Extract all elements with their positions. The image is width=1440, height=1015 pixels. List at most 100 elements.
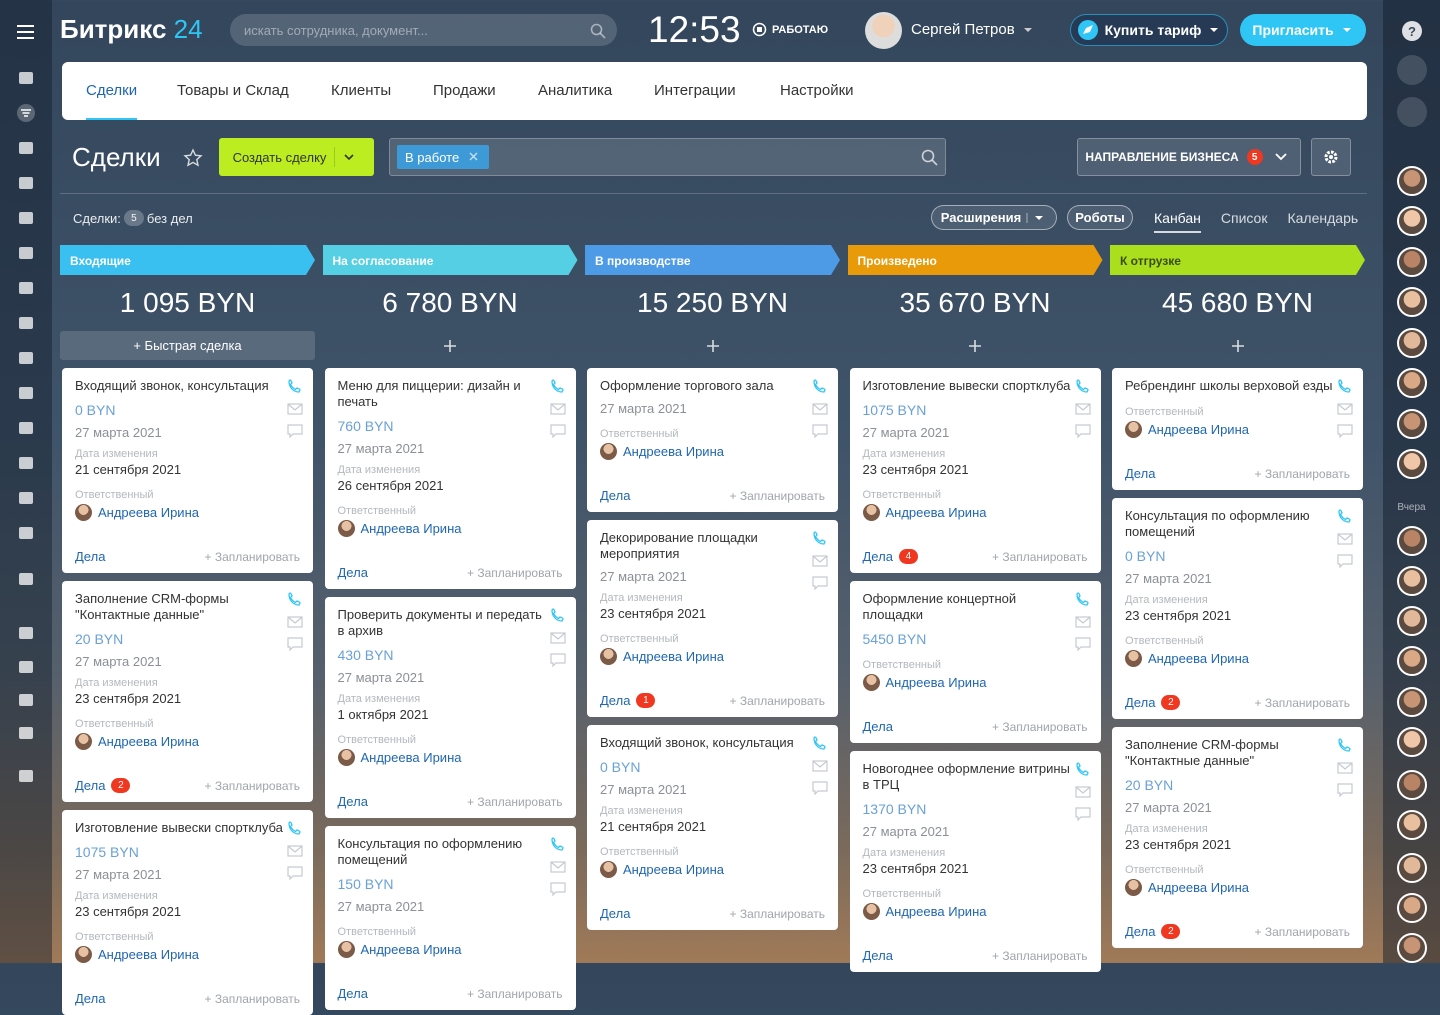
tasks-link[interactable]: Дела: [1125, 466, 1156, 481]
call-icon[interactable]: [1337, 508, 1353, 524]
mail-icon[interactable]: [287, 402, 303, 416]
remove-icon[interactable]: [467, 152, 481, 162]
contact-avatar[interactable]: [1397, 646, 1427, 676]
responsible[interactable]: Андреева Ирина: [75, 504, 300, 521]
sidebar-icon[interactable]: [17, 724, 35, 742]
plan-link[interactable]: + Запланировать: [729, 906, 825, 921]
call-icon[interactable]: [812, 378, 828, 394]
plan-link[interactable]: + Запланировать: [1254, 924, 1350, 939]
nav-item[interactable]: Настройки: [780, 82, 854, 99]
tasks-link[interactable]: Дела: [75, 549, 106, 564]
responsible[interactable]: Андреева Ирина: [337, 749, 563, 766]
logo[interactable]: Битрикс 24: [60, 14, 203, 45]
plan-link[interactable]: + Запланировать: [1254, 695, 1350, 710]
tasks-link[interactable]: Дела: [337, 794, 368, 809]
quick-add-button[interactable]: [323, 331, 578, 360]
contact-avatar[interactable]: [1397, 727, 1427, 757]
mail-icon[interactable]: [287, 615, 303, 629]
nav-item[interactable]: Товары и Склад: [177, 82, 289, 99]
tasks-link[interactable]: Дела: [337, 565, 368, 580]
mail-icon[interactable]: [287, 844, 303, 858]
contact-avatar[interactable]: [1397, 247, 1427, 277]
deal-card[interactable]: Входящий звонок, консультация 0 BYN 27 мар…: [587, 725, 838, 930]
sidebar-icon[interactable]: [17, 570, 35, 588]
plus-icon[interactable]: [706, 339, 719, 352]
call-icon[interactable]: [1075, 761, 1091, 777]
deal-card[interactable]: Изготовление вывески спортклуба 1075 BYN 2…: [62, 810, 313, 1015]
robots-button[interactable]: Роботы: [1067, 205, 1133, 230]
star-icon[interactable]: [183, 148, 203, 168]
sidebar-icon[interactable]: [17, 244, 35, 262]
responsible[interactable]: Андреева Ирина: [1125, 879, 1350, 896]
chat-icon[interactable]: [812, 424, 828, 438]
mail-icon[interactable]: [1074, 615, 1091, 629]
sidebar-icon[interactable]: [17, 279, 35, 297]
chat-icon[interactable]: [1074, 807, 1091, 821]
buy-button[interactable]: Купить тариф: [1070, 14, 1228, 46]
tasks-link[interactable]: Дела: [75, 991, 106, 1006]
responsible[interactable]: Андреева Ирина: [75, 733, 300, 750]
tasks-link[interactable]: Дела: [600, 906, 631, 921]
contact-avatar[interactable]: [1397, 606, 1427, 636]
tasks-link[interactable]: Дела: [600, 488, 631, 503]
tasks-link[interactable]: Дела: [862, 549, 893, 564]
mail-icon[interactable]: [812, 759, 828, 773]
sidebar-icon[interactable]: [1397, 55, 1427, 85]
responsible[interactable]: Андреева Ирина: [600, 861, 825, 878]
deal-card[interactable]: Проверить документы и передать в архив 43…: [324, 597, 576, 818]
nav-item[interactable]: Сделки: [86, 82, 138, 120]
call-icon[interactable]: [1075, 378, 1091, 394]
mail-icon[interactable]: [812, 554, 828, 568]
chat-icon[interactable]: [1337, 424, 1353, 438]
call-icon[interactable]: [550, 378, 566, 394]
mail-icon[interactable]: [1074, 402, 1091, 416]
contact-avatar[interactable]: [1397, 206, 1427, 236]
deal-card[interactable]: Заполнение CRM-формы "Контактные данные"…: [62, 581, 313, 802]
plan-link[interactable]: + Запланировать: [1254, 466, 1350, 481]
work-status[interactable]: РАБОТАЮ: [752, 22, 828, 37]
tasks-link[interactable]: Дела: [862, 948, 893, 963]
chat-icon[interactable]: [549, 653, 566, 667]
responsible[interactable]: Андреева Ирина: [600, 648, 825, 665]
create-button[interactable]: Создать сделку: [219, 138, 374, 176]
plan-link[interactable]: + Запланировать: [991, 719, 1088, 734]
plan-link[interactable]: + Запланировать: [204, 549, 300, 564]
sidebar-icon[interactable]: [17, 69, 35, 87]
deal-card[interactable]: Новогоднее оформление витрины в ТРЦ 1370 …: [849, 751, 1101, 972]
chat-icon[interactable]: [1074, 424, 1091, 438]
call-icon[interactable]: [812, 530, 828, 546]
sidebar-icon[interactable]: [17, 524, 35, 542]
mail-icon[interactable]: [812, 402, 828, 416]
tasks-link[interactable]: Дела: [862, 719, 893, 734]
tasks-link[interactable]: Дела: [337, 986, 368, 1001]
chat-icon[interactable]: [287, 637, 303, 651]
contact-avatar[interactable]: [1397, 893, 1427, 923]
chat-icon[interactable]: [1337, 554, 1353, 568]
filter-tag[interactable]: В работе: [397, 145, 490, 169]
sidebar-icon[interactable]: [17, 104, 35, 122]
deal-card[interactable]: Декорирование площадки мероприятия 27 мар…: [587, 520, 838, 717]
stage-header[interactable]: В производстве: [585, 245, 840, 275]
deal-card[interactable]: Меню для пиццерии: дизайн и печать 760 BY…: [324, 368, 576, 589]
filter-box[interactable]: В работе: [389, 138, 946, 176]
chat-icon[interactable]: [549, 424, 566, 438]
call-icon[interactable]: [550, 607, 566, 623]
chat-icon[interactable]: [287, 866, 303, 880]
quick-add-button[interactable]: [1110, 331, 1365, 360]
contact-avatar[interactable]: [1397, 166, 1427, 196]
menu-icon[interactable]: [16, 24, 36, 40]
call-icon[interactable]: [550, 836, 566, 852]
nav-item[interactable]: Интеграции: [654, 82, 736, 99]
help-button[interactable]: ?: [1402, 21, 1422, 41]
deal-card[interactable]: Оформление торгового зала 27 марта 2021 От…: [587, 368, 838, 512]
mail-icon[interactable]: [1337, 761, 1353, 775]
call-icon[interactable]: [1337, 737, 1353, 753]
sidebar-icon[interactable]: [17, 349, 35, 367]
plan-link[interactable]: + Запланировать: [466, 986, 563, 1001]
stage-header[interactable]: Произведено: [848, 245, 1103, 275]
extensions-button[interactable]: Расширения: [931, 205, 1057, 230]
user-avatar[interactable]: [865, 12, 902, 49]
responsible[interactable]: Андреева Ирина: [862, 504, 1088, 521]
contact-avatar[interactable]: [1397, 853, 1427, 883]
tasks-link[interactable]: Дела: [1125, 924, 1156, 939]
